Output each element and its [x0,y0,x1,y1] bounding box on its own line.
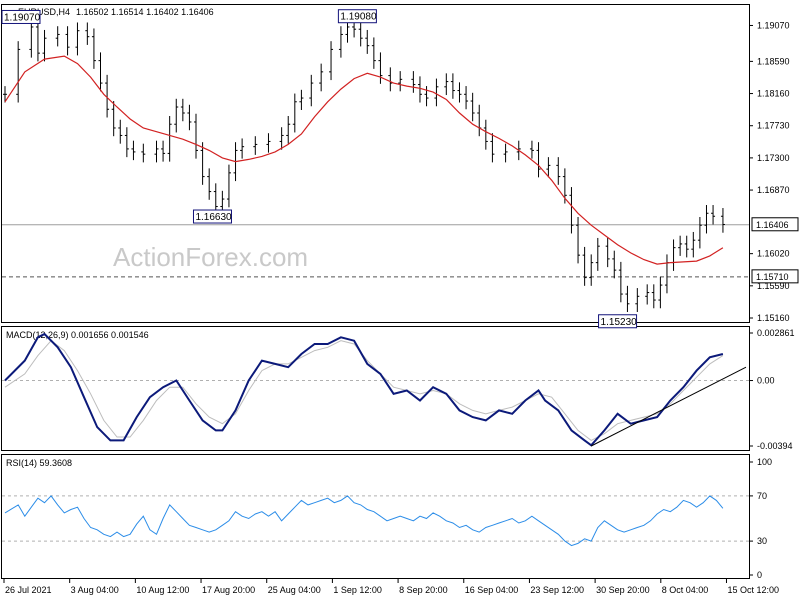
rsi-panel[interactable] [1,454,750,579]
y-tick-label: 1.19070 [757,20,790,30]
x-tick-label: 8 Sep 20:00 [399,585,448,595]
x-tick-label: 26 Jul 2021 [5,585,52,595]
price-label-frame [598,314,638,329]
price-label-box: 1.16630 [192,209,232,224]
price-label-text: 1.19070 [4,12,41,23]
y-tick-label: 0 [757,570,762,580]
level-tag-text: 1.15710 [756,272,789,282]
price-label-box: 1.15230 [598,314,638,329]
macd-line [4,332,724,447]
level-tag: 1.15710 [751,269,799,284]
x-tick-label: 10 Aug 12:00 [136,585,189,595]
current-price-tag-text: 1.16406 [756,220,789,230]
price-label-box: 1.19070 [1,9,41,24]
price-label-text: 1.19080 [340,12,377,23]
macd-trendline [590,366,747,447]
symbol-label: EURUSD,H4 [18,7,70,17]
y-tick-label: 1.16020 [757,249,790,259]
x-tick-label: 1 Sep 12:00 [333,585,382,595]
rsi-line [4,495,724,547]
y-tick-label: 1.17730 [757,121,790,131]
price-label-frame [192,209,232,224]
ohlc-label: 1.16502 1.16514 1.16402 1.16406 [76,7,214,17]
x-tick-label: 25 Aug 04:00 [268,585,321,595]
current-price-tag-box [751,217,799,232]
x-tick-label: 17 Aug 20:00 [202,585,255,595]
x-tick-label: 3 Aug 04:00 [71,585,119,595]
y-tick-label: 1.15160 [757,313,790,323]
watermark-text: ActionForex.com [113,242,308,272]
price-label-text: 1.16630 [195,212,232,223]
moving-average-line [4,55,724,265]
x-tick-label: 16 Sep 04:00 [465,585,519,595]
y-tick-label: 1.15590 [757,281,790,291]
price-label-frame [337,9,377,24]
price-label-text: 1.15230 [601,317,638,328]
x-tick-label: 23 Sep 12:00 [530,585,584,595]
macd-header: MACD(12,26,9) 0.001656 0.001546 [6,330,149,340]
macd-panel[interactable] [1,326,750,451]
y-tick-label: 1.18590 [757,56,790,66]
y-tick-label: 30 [757,536,767,546]
y-tick-label: 100 [757,457,772,467]
y-tick-label: 1.16870 [757,185,790,195]
y-tick-label: 0.00 [757,376,775,386]
price-label-box: 1.19080 [337,9,377,24]
y-tick-label: -0.00394 [757,441,793,451]
price-label-frame [1,9,41,24]
y-tick-label: 0.002861 [757,328,795,338]
current-price-tag: 1.16406 [751,217,799,232]
rsi-header: RSI(14) 59.3608 [6,458,72,468]
y-tick-label: 70 [757,491,767,501]
x-tick-label: 15 Oct 12:00 [727,585,779,595]
y-tick-label: 1.18160 [757,89,790,99]
price-panel[interactable] [1,4,750,323]
macd-signal-line [4,340,724,441]
level-tag-box [751,269,799,284]
x-tick-label: 8 Oct 04:00 [662,585,709,595]
x-tick-label: 30 Sep 20:00 [596,585,650,595]
y-tick-label: 1.17300 [757,153,790,163]
price-bars [3,18,725,313]
